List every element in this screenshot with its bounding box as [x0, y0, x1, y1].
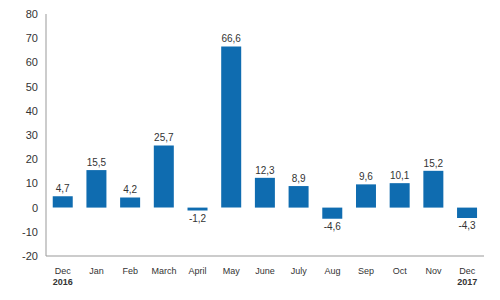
svg-text:80: 80 — [26, 8, 38, 20]
svg-text:April: April — [189, 266, 207, 276]
svg-text:-1,2: -1,2 — [189, 213, 207, 224]
svg-text:4,2: 4,2 — [123, 184, 137, 195]
svg-text:8,9: 8,9 — [292, 173, 306, 184]
svg-text:-4,6: -4,6 — [324, 221, 342, 232]
svg-text:-20: -20 — [22, 250, 38, 262]
svg-text:9,6: 9,6 — [359, 171, 373, 182]
svg-text:0: 0 — [32, 202, 38, 214]
svg-text:Oct: Oct — [393, 266, 408, 276]
svg-text:20: 20 — [26, 153, 38, 165]
svg-text:10: 10 — [26, 177, 38, 189]
svg-text:30: 30 — [26, 129, 38, 141]
svg-text:25,7: 25,7 — [154, 132, 174, 143]
svg-text:May: May — [223, 266, 241, 276]
svg-text:-10: -10 — [22, 226, 38, 238]
svg-text:June: June — [255, 266, 275, 276]
svg-text:-4,3: -4,3 — [458, 220, 476, 231]
svg-text:2017: 2017 — [457, 277, 477, 287]
svg-text:60: 60 — [26, 56, 38, 68]
svg-text:Jan: Jan — [89, 266, 104, 276]
svg-text:15,5: 15,5 — [87, 157, 107, 168]
svg-text:50: 50 — [26, 81, 38, 93]
svg-text:70: 70 — [26, 32, 38, 44]
svg-text:4,7: 4,7 — [56, 183, 70, 194]
svg-text:March: March — [151, 266, 176, 276]
svg-text:Sep: Sep — [358, 266, 374, 276]
svg-text:Nov: Nov — [425, 266, 442, 276]
svg-text:Aug: Aug — [324, 266, 340, 276]
svg-text:Feb: Feb — [122, 266, 138, 276]
svg-text:12,3: 12,3 — [255, 165, 275, 176]
svg-text:10,1: 10,1 — [390, 170, 410, 181]
svg-text:66,6: 66,6 — [221, 33, 241, 44]
svg-text:July: July — [291, 266, 308, 276]
svg-text:Dec: Dec — [55, 266, 72, 276]
svg-text:15,2: 15,2 — [424, 158, 444, 169]
svg-text:40: 40 — [26, 105, 38, 117]
svg-text:Dec: Dec — [459, 266, 476, 276]
svg-text:2016: 2016 — [53, 277, 73, 287]
